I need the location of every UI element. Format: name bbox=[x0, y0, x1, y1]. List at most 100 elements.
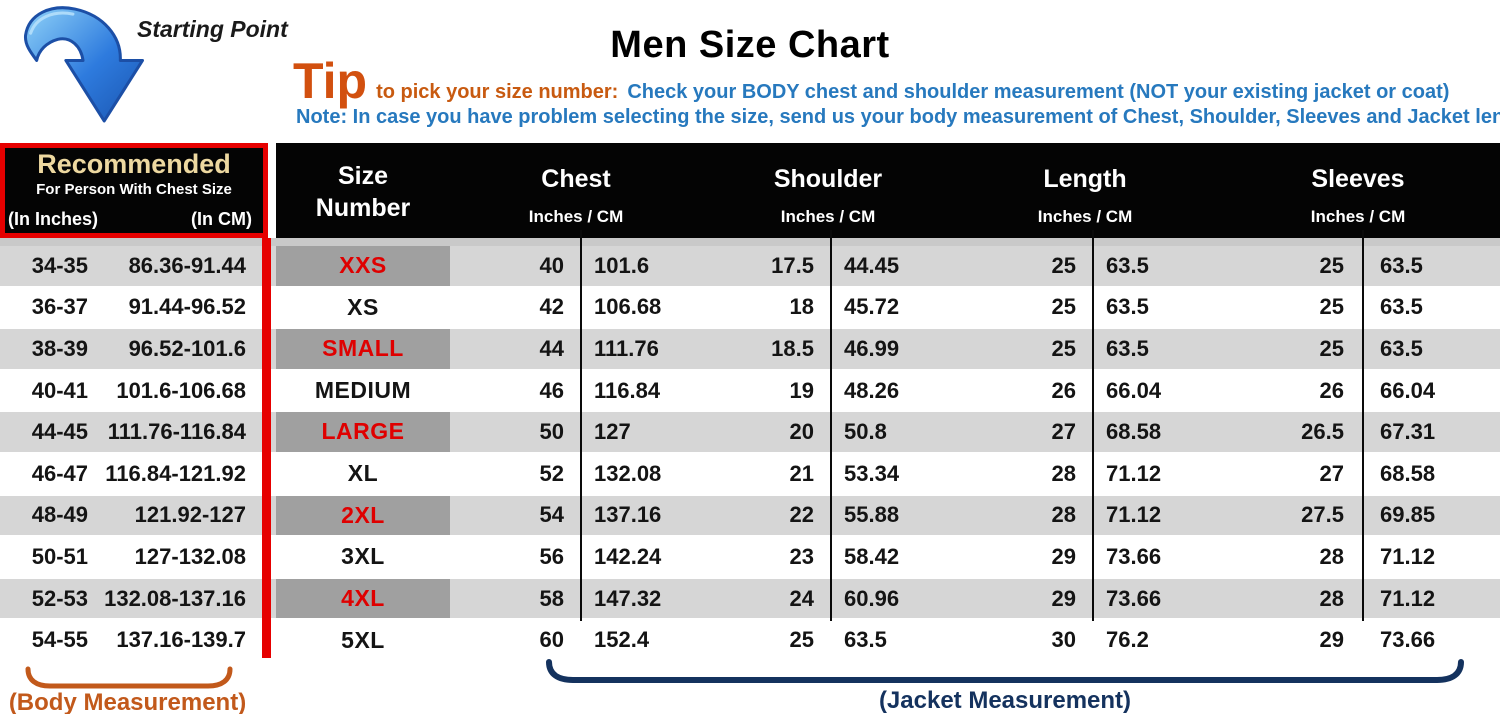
starting-point-label: Starting Point bbox=[137, 16, 288, 42]
red-divider-line bbox=[262, 238, 271, 658]
cell-chest-inches: 44 bbox=[539, 335, 564, 361]
cell-chest-cm: 101.6 bbox=[594, 252, 650, 278]
cell-chest-inches: 46 bbox=[539, 377, 564, 403]
cell-sleeves-cm: 63.5 bbox=[1380, 335, 1423, 361]
cell-shoulder-inches: 18 bbox=[789, 294, 814, 320]
col-group-sleeves: Sleeves bbox=[1311, 165, 1405, 193]
tip-word: Tip bbox=[293, 53, 368, 109]
cell-size-number: 5XL bbox=[341, 626, 385, 653]
cell-shoulder-cm: 46.99 bbox=[844, 335, 900, 361]
cell-sleeves-cm: 71.12 bbox=[1380, 543, 1436, 569]
cell-recommended-cm: 91.44-96.52 bbox=[128, 294, 246, 320]
cell-recommended-inches: 44-45 bbox=[31, 419, 88, 445]
cell-chest-cm: 152.4 bbox=[594, 627, 650, 653]
cell-length-cm: 73.66 bbox=[1106, 585, 1162, 611]
cell-recommended-inches: 46-47 bbox=[31, 460, 88, 486]
table-rows: 34-35 86.36-91.44 XXS 40 101.6 17.5 44.4… bbox=[0, 246, 1500, 662]
cell-shoulder-inches: 24 bbox=[789, 585, 814, 611]
column-divider-shoulder bbox=[830, 230, 832, 621]
cell-recommended-inches: 34-35 bbox=[31, 252, 88, 278]
cell-recommended-cm: 86.36-91.44 bbox=[128, 252, 246, 278]
table-header-bar bbox=[276, 143, 1500, 238]
cell-chest-inches: 60 bbox=[539, 627, 564, 653]
table-row: 40-41 101.6-106.68 MEDIUM 46 116.84 19 4… bbox=[0, 371, 1500, 413]
cell-length-cm: 73.66 bbox=[1106, 543, 1162, 569]
col-in-inches: (In Inches) bbox=[8, 209, 99, 229]
cell-length-cm: 76.2 bbox=[1106, 627, 1149, 653]
cell-shoulder-inches: 21 bbox=[789, 460, 814, 486]
cell-length-inches: 30 bbox=[1051, 627, 1076, 653]
cell-length-inches: 29 bbox=[1051, 585, 1076, 611]
cell-chest-inches: 40 bbox=[539, 252, 564, 278]
cell-size-number: XXS bbox=[276, 246, 450, 286]
cell-recommended-cm: 101.6-106.68 bbox=[116, 377, 246, 403]
cell-recommended-cm: 116.84-121.92 bbox=[105, 460, 246, 486]
cell-recommended-inches: 50-51 bbox=[31, 543, 88, 569]
column-divider-length bbox=[1092, 230, 1094, 621]
jacket-measurement-brace bbox=[545, 659, 1465, 689]
body-measurement-label: (Body Measurement) bbox=[8, 689, 247, 714]
cell-sleeves-inches: 28 bbox=[1319, 585, 1344, 611]
cell-sleeves-cm: 73.66 bbox=[1380, 627, 1436, 653]
cell-shoulder-cm: 63.5 bbox=[844, 627, 887, 653]
cell-length-inches: 29 bbox=[1051, 543, 1076, 569]
recommended-title: Recommended bbox=[37, 149, 231, 179]
cell-chest-inches: 52 bbox=[539, 460, 564, 486]
table-row: 46-47 116.84-121.92 XL 52 132.08 21 53.3… bbox=[0, 454, 1500, 496]
table-row: 54-55 137.16-139.7 5XL 60 152.4 25 63.5 … bbox=[0, 620, 1500, 662]
cell-shoulder-inches: 22 bbox=[789, 502, 814, 528]
cell-chest-cm: 132.08 bbox=[594, 460, 662, 486]
cell-sleeves-cm: 68.58 bbox=[1380, 460, 1436, 486]
table-row: 36-37 91.44-96.52 XS 42 106.68 18 45.72 … bbox=[0, 288, 1500, 330]
cell-size-number: 2XL bbox=[276, 495, 450, 536]
cell-length-inches: 25 bbox=[1051, 294, 1076, 320]
col-group-chest: Chest bbox=[541, 165, 611, 193]
cell-shoulder-inches: 17.5 bbox=[771, 252, 814, 278]
cell-recommended-inches: 48-49 bbox=[31, 502, 88, 528]
cell-size-number: 3XL bbox=[341, 543, 385, 570]
starting-point-arrow-icon bbox=[8, 2, 150, 128]
cell-shoulder-cm: 48.26 bbox=[844, 377, 900, 403]
recommended-highlight-box bbox=[0, 143, 268, 238]
cell-sleeves-cm: 66.04 bbox=[1380, 377, 1436, 403]
cell-sleeves-cm: 71.12 bbox=[1380, 585, 1436, 611]
cell-chest-inches: 54 bbox=[539, 502, 564, 528]
cell-chest-cm: 137.16 bbox=[594, 502, 662, 528]
col-group-shoulder: Shoulder bbox=[773, 165, 883, 193]
cell-length-inches: 27 bbox=[1051, 419, 1076, 445]
jacket-measurement-label: (Jacket Measurement) bbox=[878, 687, 1132, 714]
cell-sleeves-cm: 63.5 bbox=[1380, 294, 1423, 320]
cell-chest-inches: 42 bbox=[539, 294, 564, 320]
cell-size-number: 4XL bbox=[276, 578, 450, 619]
cell-shoulder-inches: 23 bbox=[789, 543, 814, 569]
header-divider-strip bbox=[0, 238, 1500, 246]
table-row: 38-39 96.52-101.6 SMALL 44 111.76 18.5 4… bbox=[0, 329, 1500, 371]
cell-size-number: XS bbox=[347, 293, 379, 320]
cell-chest-inches: 56 bbox=[539, 543, 564, 569]
cell-sleeves-inches: 25 bbox=[1319, 252, 1344, 278]
cell-chest-cm: 106.68 bbox=[594, 294, 662, 320]
cell-sleeves-inches: 25 bbox=[1319, 335, 1344, 361]
cell-shoulder-cm: 53.34 bbox=[844, 460, 900, 486]
table-row: 34-35 86.36-91.44 XXS 40 101.6 17.5 44.4… bbox=[0, 246, 1500, 288]
cell-recommended-cm: 137.16-139.7 bbox=[116, 627, 246, 653]
cell-length-inches: 26 bbox=[1051, 377, 1076, 403]
table-row: 52-53 132.08-137.16 4XL 58 147.32 24 60.… bbox=[0, 578, 1500, 621]
cell-size-number: MEDIUM bbox=[314, 377, 412, 404]
cell-length-cm: 71.12 bbox=[1106, 502, 1162, 528]
col-size-number: Size Number bbox=[315, 162, 411, 222]
tip-orange-text: to pick your size number: bbox=[376, 81, 619, 103]
sleeves-units: Inches / CM bbox=[1310, 207, 1406, 226]
col-in-cm: (In CM) bbox=[191, 209, 252, 229]
cell-recommended-inches: 40-41 bbox=[31, 377, 88, 403]
cell-recommended-cm: 111.76-116.84 bbox=[107, 419, 246, 445]
cell-chest-cm: 116.84 bbox=[594, 377, 661, 403]
cell-chest-cm: 127 bbox=[594, 419, 631, 445]
cell-shoulder-cm: 50.8 bbox=[844, 419, 887, 445]
length-units: Inches / CM bbox=[1037, 207, 1133, 226]
cell-shoulder-inches: 25 bbox=[789, 627, 814, 653]
cell-recommended-cm: 121.92-127 bbox=[134, 502, 246, 528]
cell-sleeves-inches: 28 bbox=[1319, 543, 1344, 569]
chest-units: Inches / CM bbox=[528, 207, 624, 226]
cell-chest-cm: 147.32 bbox=[594, 585, 662, 611]
